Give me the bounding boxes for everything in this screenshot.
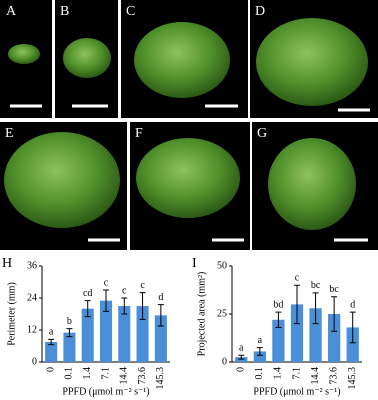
y-axis-label: Perimeter (mm)	[6, 282, 17, 346]
y-tick-label: 36	[27, 260, 37, 271]
error-bar	[157, 304, 164, 327]
panel-label: D	[255, 4, 265, 19]
significance-letter: c	[104, 277, 109, 288]
x-tick-label: 0.1	[254, 367, 265, 380]
error-bar	[349, 311, 356, 344]
plant	[268, 138, 356, 230]
significance-letter: d	[350, 299, 355, 310]
x-axis-label: PPFD (μmol m⁻² s⁻¹)	[253, 386, 340, 397]
panel-label: H	[2, 256, 12, 271]
bar	[118, 306, 131, 362]
error-bar	[84, 300, 91, 318]
error-bar	[331, 296, 338, 332]
x-tick-label: 0.1	[64, 367, 75, 380]
x-tick-label: 73.6	[328, 367, 339, 385]
error-bar	[294, 284, 300, 325]
x-tick-label: 7.1	[100, 367, 111, 380]
panel-label: I	[192, 256, 197, 271]
bar	[45, 342, 58, 362]
error-bar	[139, 292, 146, 320]
significance-letter: b	[67, 316, 72, 327]
x-tick-label: 1.4	[82, 367, 93, 380]
bar	[253, 351, 266, 362]
panel-label: F	[135, 126, 143, 141]
significance-letter: a	[239, 343, 244, 354]
significance-letter: a	[49, 327, 54, 338]
y-tick-label: 24	[27, 292, 37, 303]
panel-label: E	[5, 126, 14, 141]
plant	[256, 18, 368, 106]
y-tick-label: 0	[222, 356, 227, 367]
x-tick-label: 145.3	[155, 367, 166, 390]
significance-letter: c	[295, 272, 300, 283]
bar	[328, 314, 341, 362]
bar	[99, 300, 113, 362]
y-tick-label: 50	[217, 260, 227, 271]
y-axis-label: Projected area (mm²)	[196, 272, 207, 357]
significance-letter: bc	[311, 280, 321, 291]
error-bar	[66, 328, 73, 338]
significance-letter: cd	[83, 288, 92, 299]
plant	[136, 138, 240, 218]
y-tick-label: 25	[217, 308, 227, 319]
significance-letter: c	[122, 285, 127, 296]
error-bar	[238, 354, 245, 360]
x-tick-label: 145.3	[347, 367, 358, 390]
x-tick-label: 14.4	[119, 367, 130, 385]
error-bar	[48, 338, 55, 346]
x-tick-label: 0	[236, 367, 247, 372]
y-tick-label: 0	[32, 356, 37, 367]
bar	[154, 315, 167, 362]
error-bar	[121, 297, 128, 315]
y-tick-label: 12	[27, 324, 37, 335]
significance-letter: bc	[329, 284, 339, 295]
error-bar	[312, 292, 319, 325]
bar	[272, 319, 285, 362]
significance-letter: a	[258, 335, 263, 346]
significance-letter: d	[158, 292, 163, 303]
bar	[290, 304, 304, 362]
x-tick-label: 1.4	[273, 367, 284, 380]
photo-panels: A B C D E F G	[0, 0, 378, 250]
error-bar	[275, 311, 282, 328]
error-bar	[103, 289, 109, 312]
panel-label: A	[6, 4, 17, 19]
x-axis-label: PPFD (μmol m⁻² s⁻¹)	[62, 386, 149, 397]
bar	[63, 332, 76, 362]
panel-label: C	[126, 4, 135, 19]
significance-letter: bd	[273, 299, 283, 310]
panel-label: G	[257, 126, 267, 141]
plant	[63, 38, 111, 78]
bar	[81, 308, 94, 362]
panel-label: B	[60, 4, 69, 19]
x-tick-label: 0	[45, 367, 56, 372]
bar	[309, 308, 322, 362]
error-bar	[256, 347, 263, 356]
bar	[346, 327, 359, 362]
x-tick-label: 7.1	[291, 367, 302, 380]
x-tick-label: 73.6	[137, 367, 148, 385]
bar	[136, 306, 149, 362]
x-tick-label: 14.4	[310, 367, 321, 385]
significance-letter: c	[140, 280, 145, 291]
plant	[134, 22, 230, 98]
plant	[4, 132, 120, 228]
plant	[8, 44, 40, 64]
